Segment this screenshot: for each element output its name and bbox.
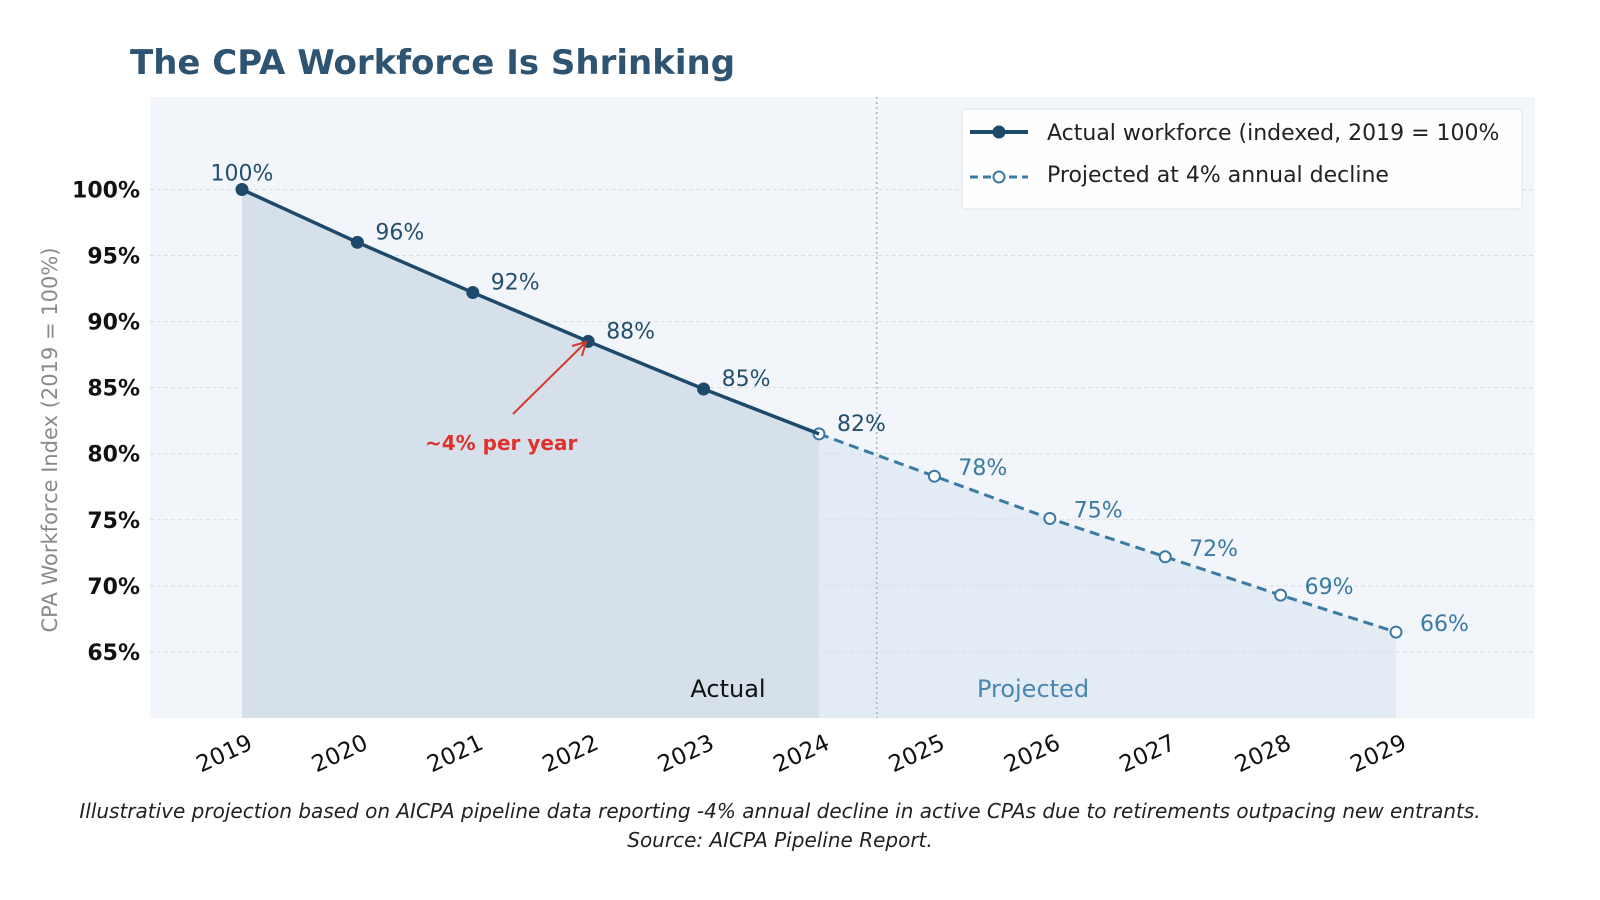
x-tick-label: 2027 bbox=[1116, 730, 1180, 778]
annotation: ~4% per year bbox=[425, 340, 588, 455]
x-tick-label: 2028 bbox=[1231, 730, 1295, 778]
legend: Actual workforce (indexed, 2019 = 100% P… bbox=[961, 108, 1523, 210]
data-label-actual: 100% bbox=[211, 161, 274, 186]
projected-marker bbox=[1043, 511, 1057, 525]
actual-marker bbox=[235, 182, 249, 196]
projected-marker bbox=[927, 469, 941, 483]
actual-marker bbox=[581, 334, 595, 348]
data-label-actual: 92% bbox=[491, 271, 540, 296]
y-tick-label: 100% bbox=[72, 178, 140, 203]
x-tick-label: 2021 bbox=[423, 730, 487, 778]
data-label-projected: 69% bbox=[1305, 575, 1354, 600]
y-tick-label: 90% bbox=[87, 311, 140, 336]
data-label-actual: 96% bbox=[375, 220, 424, 245]
annotation-text: ~4% per year bbox=[425, 431, 577, 455]
legend-actual-marker-icon bbox=[992, 125, 1006, 139]
data-label-actual: 85% bbox=[722, 367, 771, 392]
data-label-projected: 66% bbox=[1420, 612, 1469, 637]
projected-marker bbox=[1158, 550, 1172, 564]
projected-marker bbox=[1274, 588, 1288, 602]
data-label-actual: 82% bbox=[837, 412, 886, 437]
x-tick-label: 2024 bbox=[769, 730, 833, 778]
annotation-arrowhead bbox=[571, 340, 588, 357]
chart-caption: Illustrative projection based on AICPA p… bbox=[79, 799, 1481, 852]
y-tick-label: 95% bbox=[87, 245, 140, 270]
actual-line bbox=[241, 187, 820, 436]
region-label-actual: Actual bbox=[690, 675, 765, 703]
data-label-projected: 75% bbox=[1074, 498, 1123, 523]
data-label-projected: 72% bbox=[1189, 537, 1238, 562]
x-tick-label: 2025 bbox=[885, 730, 949, 778]
y-tick-label: 80% bbox=[87, 443, 140, 468]
projected-marker bbox=[1389, 625, 1403, 639]
y-axis-label: CPA Workforce Index (2019 = 100%) bbox=[38, 247, 62, 632]
x-tick-label: 2020 bbox=[308, 730, 372, 778]
x-tick-label: 2019 bbox=[192, 730, 256, 778]
projected-area bbox=[819, 433, 1396, 718]
legend-projected-label: Projected at 4% annual decline bbox=[1047, 163, 1389, 188]
region-label-projected: Projected bbox=[977, 675, 1089, 703]
y-tick-label: 75% bbox=[87, 509, 140, 534]
chart-title: The CPA Workforce Is Shrinking bbox=[130, 43, 735, 83]
actual-marker bbox=[697, 382, 711, 396]
y-tick-label: 85% bbox=[87, 377, 140, 402]
y-tick-label: 65% bbox=[87, 641, 140, 666]
legend-box bbox=[961, 108, 1523, 210]
projected-line bbox=[818, 432, 1397, 634]
legend-projected-marker-icon bbox=[992, 170, 1006, 184]
x-tick-label: 2026 bbox=[1000, 730, 1064, 778]
legend-actual-label: Actual workforce (indexed, 2019 = 100% bbox=[1047, 121, 1499, 146]
actual-marker bbox=[350, 235, 364, 249]
x-tick-label: 2022 bbox=[539, 730, 603, 778]
data-label-actual: 88% bbox=[606, 319, 655, 344]
x-tick-label: 2029 bbox=[1346, 730, 1410, 778]
data-label-projected: 78% bbox=[958, 456, 1007, 481]
actual-marker bbox=[466, 286, 480, 300]
annotation-arrow bbox=[512, 343, 585, 415]
x-tick-label: 2023 bbox=[654, 730, 718, 778]
y-tick-label: 70% bbox=[87, 575, 140, 600]
